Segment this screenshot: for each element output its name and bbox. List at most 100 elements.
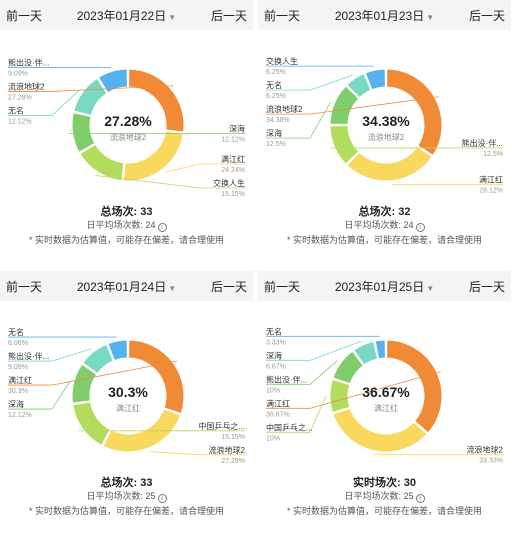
leader-line <box>95 175 245 189</box>
daily-average: 日平均场次数: 25 i <box>0 489 253 503</box>
donut-slice[interactable] <box>329 378 351 414</box>
slice-label: 满江红 <box>479 175 503 185</box>
slice-label: 熊出没·伴... <box>8 57 49 67</box>
prev-day-button[interactable]: 前一天 <box>264 280 301 294</box>
slice-percent: 28.12% <box>479 188 503 195</box>
donut-slice[interactable] <box>71 363 98 404</box>
total-value: 33 <box>140 206 153 218</box>
info-icon[interactable]: i <box>415 223 425 232</box>
info-icon[interactable]: i <box>157 494 167 503</box>
donut-slice[interactable] <box>329 125 360 165</box>
next-day-button[interactable]: 后一天 <box>210 280 247 294</box>
slice-label: 熊出没·伴... <box>266 374 307 384</box>
next-day-button[interactable]: 后一天 <box>210 9 247 23</box>
slice-label: 满江红 <box>221 154 245 164</box>
slice-percent: 33.33% <box>479 458 503 465</box>
donut-slice[interactable] <box>72 401 111 447</box>
center-label: 满江红 <box>116 403 140 413</box>
leader-line <box>8 348 92 362</box>
donut-slice[interactable] <box>71 112 96 153</box>
donut-slice[interactable] <box>73 77 108 117</box>
avg-value: 24 <box>403 220 414 230</box>
donut-slice[interactable] <box>102 408 182 453</box>
slice-label: 无名 <box>266 326 282 336</box>
donut-slice[interactable] <box>82 343 115 375</box>
donut-slice[interactable] <box>128 339 185 415</box>
donut-slice[interactable] <box>374 339 386 360</box>
leader-line <box>8 89 80 116</box>
chart-panel-3: 前一天 2023年01月24日 ▼ 后一天 无名 6.06% 熊出没·伴... 9.09… <box>0 271 253 538</box>
donut-slice[interactable] <box>364 68 386 91</box>
slice-percent: 30.3% <box>8 388 28 395</box>
donut-chart: 无名 3.33% 深海 6.67% 熊出没·伴... 10% 满江红 36.67% 中国乒乓之.… <box>266 326 504 465</box>
avg-label: 日平均场次数: <box>86 220 143 230</box>
leader-line <box>8 85 174 92</box>
center-label: 满江红 <box>374 403 398 413</box>
avg-label: 日平均场次数: <box>86 491 143 501</box>
donut-slice[interactable] <box>346 72 372 99</box>
chevron-down-icon: ▼ <box>168 284 177 293</box>
slice-label: 流浪地球2 <box>8 81 45 91</box>
total-value: 32 <box>398 206 411 218</box>
total-label: 总场次: <box>358 206 396 218</box>
leader-line <box>8 381 71 410</box>
next-day-button[interactable]: 后一天 <box>468 9 505 23</box>
panel-header: 前一天 2023年01月22日 ▼ 后一天 <box>0 0 253 30</box>
slice-label: 熊出没·伴... <box>8 351 49 361</box>
slice-label: 无名 <box>8 327 24 337</box>
slice-label: 满江红 <box>8 375 32 385</box>
total-shows: 实时场次: 30 <box>258 474 511 490</box>
prev-day-button[interactable]: 前一天 <box>264 9 301 23</box>
slice-percent: 27.28% <box>221 458 245 465</box>
donut-slice[interactable] <box>107 339 128 362</box>
donut-slice[interactable] <box>386 68 443 157</box>
date-selector[interactable]: 2023年01月25日 ▼ <box>258 278 511 295</box>
prev-day-button[interactable]: 前一天 <box>6 280 43 294</box>
donut-slice[interactable] <box>386 339 443 434</box>
slice-label: 深海 <box>8 399 24 409</box>
donut-slice[interactable] <box>332 350 364 385</box>
slice-label: 深海 <box>266 128 282 138</box>
donut-slice[interactable] <box>128 68 185 133</box>
donut-slice[interactable] <box>346 145 433 182</box>
chevron-down-icon: ▼ <box>426 284 435 293</box>
center-percent: 27.28% <box>104 113 152 129</box>
center-percent: 30.3% <box>108 384 148 400</box>
avg-label: 日平均场次数: <box>344 220 401 230</box>
date-selector[interactable]: 2023年01月23日 ▼ <box>258 7 511 24</box>
panel-header: 前一天 2023年01月23日 ▼ 后一天 <box>258 0 511 30</box>
slice-percent: 12.12% <box>221 137 245 144</box>
chevron-down-icon: ▼ <box>168 13 177 22</box>
leader-line <box>266 74 353 91</box>
donut-slice[interactable] <box>97 68 128 94</box>
disclaimer-note: * 实时数据为估算值，可能存在偏差，请合理使用 <box>286 506 482 516</box>
info-icon[interactable]: i <box>415 494 425 503</box>
date-selector[interactable]: 2023年01月22日 ▼ <box>0 7 253 24</box>
slice-label: 深海 <box>266 350 282 360</box>
donut-slice[interactable] <box>353 340 379 366</box>
donut-slice[interactable] <box>122 130 184 182</box>
slice-percent: 6.25% <box>266 93 286 100</box>
slice-percent: 15.15% <box>221 434 245 441</box>
donut-slice[interactable] <box>332 407 428 453</box>
slice-percent: 34.38% <box>266 117 290 124</box>
slice-percent: 9.09% <box>8 364 28 371</box>
prev-day-button[interactable]: 前一天 <box>6 9 43 23</box>
donut-slice[interactable] <box>79 143 125 182</box>
info-icon[interactable]: i <box>157 223 167 232</box>
date-label: 2023年01月25日 <box>334 280 425 294</box>
date-label: 2023年01月23日 <box>334 9 425 23</box>
leader-line <box>266 340 362 361</box>
center-percent: 36.67% <box>362 384 410 400</box>
daily-average: 日平均场次数: 25 i <box>258 489 511 503</box>
slice-label: 中国乒乓之... <box>198 421 245 431</box>
slice-percent: 9.09% <box>8 70 28 77</box>
donut-chart: 熊出没·伴... 9.09% 流浪地球2 27.28% 无名 12.12% 深海 12.12%… <box>8 57 245 198</box>
slice-label: 熊出没·伴... <box>462 138 503 148</box>
date-selector[interactable]: 2023年01月24日 ▼ <box>0 278 253 295</box>
slice-label: 流浪地球2 <box>467 445 504 455</box>
chart-panel-1: 前一天 2023年01月22日 ▼ 后一天 熊出没·伴... 9.09% 流浪地球2 2… <box>0 0 253 267</box>
disclaimer-note: * 实时数据为估算值，可能存在偏差，请合理使用 <box>286 235 482 245</box>
next-day-button[interactable]: 后一天 <box>468 280 505 294</box>
